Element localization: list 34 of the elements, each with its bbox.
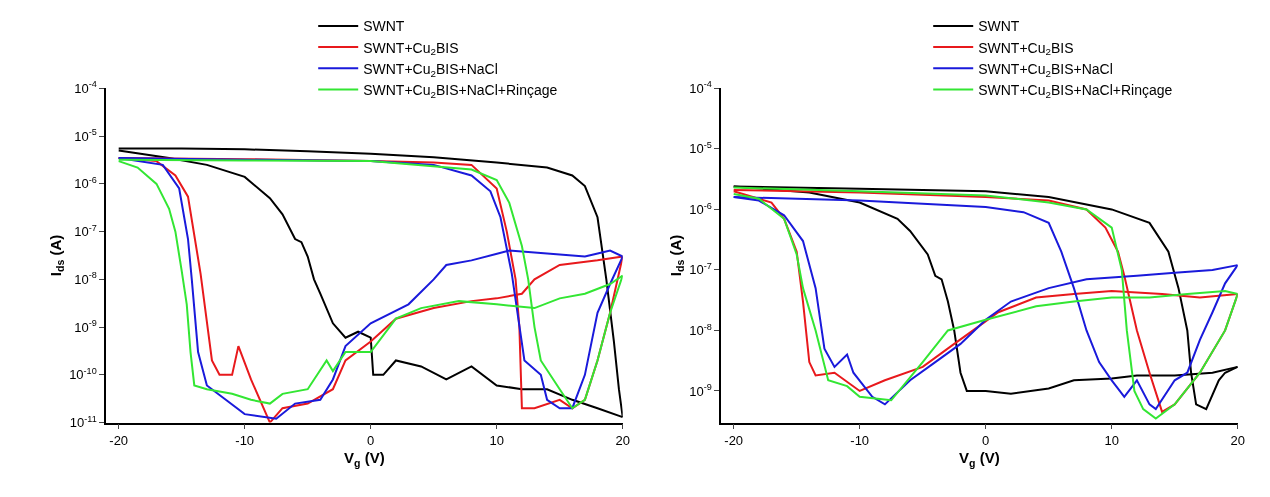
y-tick-label: 10$^{-9}$	[74, 318, 97, 335]
y-tick-label: 10$^{-9}$	[689, 382, 712, 399]
y-tick-label: 10$^{-6}$	[74, 174, 97, 192]
x-tick-label: 10	[1104, 432, 1119, 448]
x-tick-label: 20	[1230, 432, 1245, 448]
y-tick-label: 10$^{-5}$	[74, 127, 97, 144]
x-tick-label: -10	[235, 432, 255, 448]
legend-label: SWNT	[978, 18, 1020, 35]
y-tick-label: 10$^{-10}$	[69, 365, 97, 383]
legend-label: SWNT+Cu$_{2}$BIS+NaCl	[363, 60, 498, 79]
y-tick-label: 10$^{-6}$	[689, 200, 712, 217]
legend-label: SWNT	[363, 18, 405, 35]
x-tick-label: 0	[982, 432, 990, 448]
x-tick-label: -20	[109, 432, 129, 448]
y-tick-label: 10$^{-5}$	[689, 140, 712, 157]
x-tick-label: 0	[367, 432, 375, 448]
legend-label: SWNT+Cu$_{2}$BIS+NaCl	[978, 60, 1113, 79]
legend-label: SWNT+Cu$_{2}$BIS	[978, 39, 1074, 58]
legend-label: SWNT+Cu$_{2}$BIS+NaCl+Rinçage	[978, 81, 1173, 100]
x-tick-label: -20	[724, 432, 744, 448]
y-tick-label: 10$^{-4}$	[74, 79, 97, 96]
y-tick-label: 10$^{-11}$	[69, 413, 97, 431]
y-tick-label: 10$^{-7}$	[689, 261, 712, 278]
x-axis-title: V$_{g}$ (V)	[959, 449, 1000, 469]
x-axis-title: V$_{g}$ (V)	[344, 449, 385, 469]
x-tick-label: 20	[615, 432, 630, 448]
legend-label: SWNT+Cu$_{2}$BIS+NaCl+Rinçage	[363, 81, 558, 100]
x-tick-label: -10	[850, 432, 870, 448]
y-tick-label: 10$^{-8}$	[74, 270, 97, 287]
y-tick-label: 10$^{-4}$	[689, 79, 712, 96]
legend-label: SWNT+Cu$_{2}$BIS	[363, 39, 459, 58]
y-tick-label: 10$^{-7}$	[74, 222, 97, 240]
x-tick-label: 10	[489, 432, 504, 448]
y-tick-label: 10$^{-8}$	[689, 321, 712, 338]
